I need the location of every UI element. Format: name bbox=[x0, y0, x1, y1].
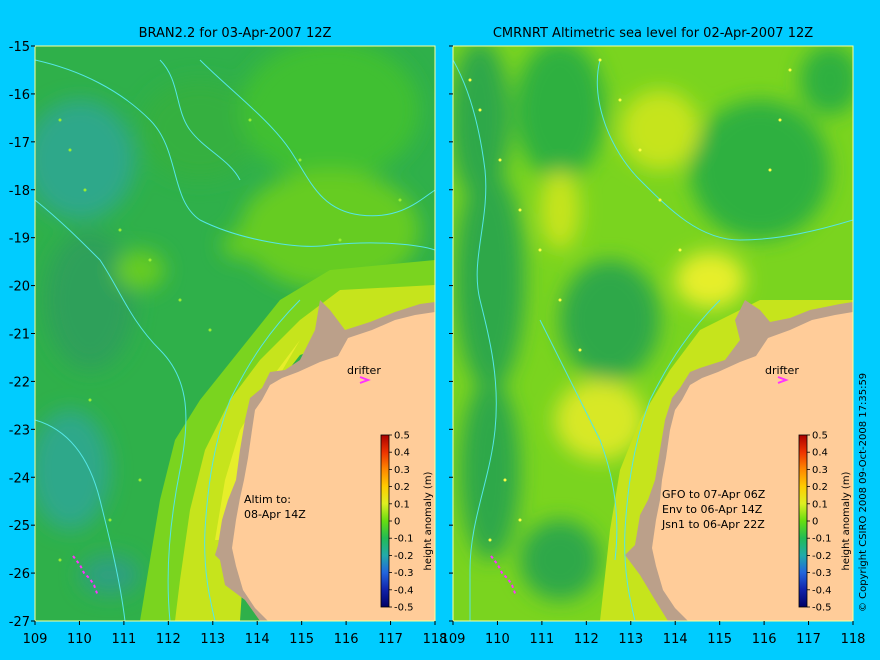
colorbar-tick-label: -0.1 bbox=[812, 534, 832, 545]
x-tick-label: 117 bbox=[796, 632, 821, 647]
right-annotation-line-2: Env to 06-Apr 14Z bbox=[662, 503, 763, 516]
right-panel-title: CMRNRT Altimetric sea level for 02-Apr-2… bbox=[493, 26, 813, 41]
x-tick-label: 109 bbox=[23, 632, 48, 647]
colorbar-tick-label: -0.4 bbox=[394, 585, 414, 596]
left-drifter-label: drifter bbox=[347, 364, 381, 377]
right-annotation-line-3: Jsn1 to 06-Apr 22Z bbox=[661, 518, 765, 531]
left-x-axis-ticks: 109 110 111 112 113 114 115 116 117 118 bbox=[23, 621, 448, 647]
colorbar-tick-label: -0.5 bbox=[812, 603, 832, 614]
right-track-dots bbox=[468, 58, 792, 542]
y-tick-label: -17 bbox=[9, 136, 30, 151]
x-tick-label: 114 bbox=[245, 632, 270, 647]
colorbar-tick-label: 0.3 bbox=[812, 465, 828, 476]
x-tick-label: 112 bbox=[574, 632, 599, 647]
y-tick-label: -23 bbox=[9, 423, 30, 438]
y-tick-label: -19 bbox=[9, 232, 30, 247]
x-tick-label: 114 bbox=[663, 632, 688, 647]
y-tick-label: -26 bbox=[9, 567, 30, 582]
colorbar-tick-label: 0 bbox=[812, 517, 818, 528]
right-map-panel: drifter GFO to 07-Apr 06Z Env to 06-Apr … bbox=[453, 46, 853, 621]
x-tick-label: 116 bbox=[752, 632, 777, 647]
x-tick-label: 110 bbox=[67, 632, 92, 647]
colorbar-tick-label: 0.1 bbox=[812, 499, 828, 510]
right-drifter-marker bbox=[777, 376, 789, 384]
left-map-panel: drifter Altim to: 08-Apr 14Z bbox=[35, 46, 435, 621]
left-contour-5 bbox=[35, 419, 126, 621]
right-contour-2 bbox=[596, 59, 853, 241]
x-tick-label: 118 bbox=[841, 632, 866, 647]
x-tick-label: 110 bbox=[485, 632, 510, 647]
left-colorbar-ticks: 0.5 0.4 0.3 0.2 0.1 0 -0.1 -0.2 -0.3 -0.4 -0.5 bbox=[389, 431, 414, 614]
colorbar-tick-label: 0.5 bbox=[394, 431, 410, 442]
left-annotation-line-2: 08-Apr 14Z bbox=[244, 508, 306, 521]
left-contour-4 bbox=[204, 299, 301, 621]
x-tick-label: 115 bbox=[289, 632, 314, 647]
colorbar-tick-label: -0.1 bbox=[394, 534, 414, 545]
colorbar-tick-label: -0.3 bbox=[394, 568, 414, 579]
colorbar-tick-label: -0.3 bbox=[812, 568, 832, 579]
right-colorbar-bar bbox=[798, 434, 808, 608]
x-tick-label: 109 bbox=[441, 632, 466, 647]
colorbar-tick-label: -0.2 bbox=[812, 551, 832, 562]
y-tick-label: -18 bbox=[9, 184, 30, 199]
right-colorbar-label: height anomaly (m) bbox=[841, 471, 852, 570]
colorbar-tick-label: 0.4 bbox=[394, 448, 410, 459]
y-tick-label: -22 bbox=[9, 375, 30, 390]
x-tick-label: 117 bbox=[378, 632, 403, 647]
colorbar-tick-label: 0.2 bbox=[394, 482, 410, 493]
colorbar-tick-label: 0.1 bbox=[394, 499, 410, 510]
y-tick-label: -27 bbox=[9, 615, 30, 630]
y-tick-label: -24 bbox=[9, 471, 30, 486]
x-tick-label: 111 bbox=[529, 632, 554, 647]
colorbar-tick-label: 0.4 bbox=[812, 448, 828, 459]
left-colorbar: 0.5 0.4 0.3 0.2 0.1 0 -0.1 -0.2 -0.3 -0.4 -0.5 hei… bbox=[380, 431, 434, 614]
y-tick-label: -20 bbox=[9, 280, 30, 295]
y-tick-label: -25 bbox=[9, 519, 30, 534]
right-annotation-line-1: GFO to 07-Apr 06Z bbox=[662, 488, 766, 501]
left-annotation-line-1: Altim to: bbox=[244, 493, 291, 506]
left-contour-3 bbox=[199, 59, 435, 217]
colorbar-tick-label: -0.4 bbox=[812, 585, 832, 596]
colorbar-tick-label: 0.3 bbox=[394, 465, 410, 476]
right-drifter-track bbox=[490, 555, 517, 597]
y-tick-label: -16 bbox=[9, 88, 30, 103]
right-contour-4 bbox=[539, 319, 618, 561]
x-tick-label: 113 bbox=[200, 632, 225, 647]
left-drifter-marker bbox=[359, 376, 371, 384]
colorbar-tick-label: 0.5 bbox=[812, 431, 828, 442]
svg-text:Altim to: 08-Apr 14Z: Altim to: 08-Apr 14Z bbox=[244, 493, 306, 521]
right-colorbar-ticks: 0.5 0.4 0.3 0.2 0.1 0 -0.1 -0.2 -0.3 -0.4 -0.5 bbox=[807, 431, 832, 614]
right-contour-1 bbox=[453, 59, 497, 621]
copyright-text: © Copyright CSIRO 2008 09-Oct-2008 17:35… bbox=[858, 373, 869, 612]
y-axis-ticks: -15 -16 -17 -18 -19 -20 -21 -22 -23 -24 -25 -26 -27 bbox=[9, 40, 453, 630]
right-x-axis-ticks: 109 110 111 112 113 114 115 116 117 118 bbox=[441, 621, 866, 647]
colorbar-tick-label: 0 bbox=[394, 517, 400, 528]
x-tick-label: 118 bbox=[423, 632, 448, 647]
y-tick-label: -15 bbox=[9, 40, 30, 55]
x-tick-label: 115 bbox=[707, 632, 732, 647]
colorbar-tick-label: -0.2 bbox=[394, 551, 414, 562]
left-colorbar-bar bbox=[380, 434, 390, 608]
left-contour-2 bbox=[35, 199, 187, 621]
x-tick-label: 112 bbox=[156, 632, 181, 647]
left-colorbar-label: height anomaly (m) bbox=[423, 471, 434, 570]
left-contour-6 bbox=[159, 59, 241, 181]
left-contour-1 bbox=[35, 59, 435, 251]
colorbar-tick-label: -0.5 bbox=[394, 603, 414, 614]
left-track-dots bbox=[58, 118, 402, 562]
right-colorbar: 0.5 0.4 0.3 0.2 0.1 0 -0.1 -0.2 -0.3 -0.4 -0.5 hei… bbox=[798, 431, 852, 614]
right-drifter-label: drifter bbox=[765, 364, 799, 377]
left-drifter-track bbox=[72, 555, 99, 597]
right-contour-3 bbox=[624, 299, 721, 621]
svg-text:GFO to 07-Apr 06Z Env to: GFO to 07-Apr 06Z Env to 06-Apr 14Z Jsn1… bbox=[661, 488, 769, 531]
x-tick-label: 116 bbox=[334, 632, 359, 647]
colorbar-tick-label: 0.2 bbox=[812, 482, 828, 493]
y-tick-label: -21 bbox=[9, 328, 30, 343]
left-panel-title: BRAN2.2 for 03-Apr-2007 12Z bbox=[139, 26, 332, 41]
x-tick-label: 113 bbox=[618, 632, 643, 647]
x-tick-label: 111 bbox=[111, 632, 136, 647]
